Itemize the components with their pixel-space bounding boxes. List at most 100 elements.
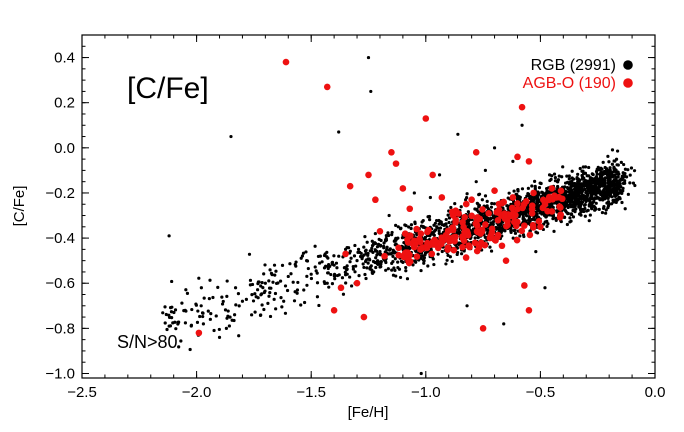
rgb-point bbox=[523, 219, 527, 223]
rgb-point bbox=[551, 214, 556, 218]
rgb-point bbox=[576, 172, 580, 176]
rgb-point bbox=[354, 264, 358, 268]
rgb-point bbox=[543, 286, 547, 290]
rgb-point bbox=[174, 327, 178, 331]
rgb-point bbox=[401, 260, 405, 264]
rgb-point bbox=[556, 184, 560, 189]
rgb-point bbox=[359, 251, 363, 256]
agb-o-point bbox=[514, 205, 521, 213]
rgb-point bbox=[177, 345, 181, 349]
rgb-point bbox=[419, 371, 423, 376]
agb-o-point bbox=[509, 194, 517, 201]
rgb-point bbox=[551, 217, 555, 221]
rgb-point bbox=[606, 196, 610, 201]
rgb-point bbox=[283, 311, 288, 315]
rgb-point bbox=[440, 222, 444, 227]
rgb-point bbox=[232, 318, 236, 323]
rgb-point bbox=[384, 233, 388, 238]
rgb-point bbox=[432, 223, 436, 227]
rgb-point bbox=[225, 294, 229, 298]
rgb-point bbox=[577, 202, 581, 207]
rgb-point bbox=[509, 230, 513, 235]
x-axis-title: [Fe/H] bbox=[348, 404, 389, 421]
agb-o-point bbox=[471, 239, 479, 247]
agb-o-point bbox=[444, 234, 452, 242]
rgb-point bbox=[477, 193, 481, 197]
rgb-point bbox=[606, 181, 610, 185]
rgb-point bbox=[393, 268, 397, 272]
rgb-point bbox=[437, 218, 441, 223]
rgb-point bbox=[415, 232, 419, 237]
rgb-point bbox=[263, 281, 267, 285]
agb-o-point bbox=[413, 225, 420, 233]
rgb-point bbox=[168, 306, 173, 310]
rgb-point bbox=[251, 299, 256, 303]
rgb-point bbox=[296, 280, 300, 285]
rgb-point bbox=[437, 229, 441, 233]
rgb-point bbox=[466, 219, 470, 223]
rgb-point bbox=[247, 252, 252, 256]
agb-o-point bbox=[346, 182, 354, 190]
rgb-point bbox=[244, 297, 249, 301]
rgb-point bbox=[623, 174, 627, 178]
rgb-point bbox=[345, 272, 349, 276]
rgb-point bbox=[309, 276, 314, 281]
agb-o-point bbox=[413, 253, 421, 260]
rgb-point bbox=[570, 212, 574, 216]
rgb-point bbox=[315, 295, 320, 299]
rgb-point bbox=[473, 236, 477, 240]
rgb-point bbox=[272, 263, 277, 267]
agb-o-point bbox=[461, 213, 468, 221]
rgb-point bbox=[491, 216, 496, 220]
agb-o-point bbox=[472, 149, 480, 156]
rgb-point bbox=[545, 189, 549, 193]
rgb-point bbox=[364, 248, 368, 252]
rgb-point bbox=[615, 149, 620, 153]
agb-o-point bbox=[556, 203, 563, 210]
rgb-point bbox=[475, 208, 479, 212]
rgb-point bbox=[379, 262, 383, 266]
rgb-point bbox=[211, 295, 215, 300]
agb-o-point bbox=[388, 149, 395, 156]
agb-o-point bbox=[437, 240, 445, 247]
rgb-point bbox=[582, 203, 587, 207]
rgb-point bbox=[348, 249, 352, 253]
rgb-point bbox=[567, 174, 571, 178]
rgb-point bbox=[618, 188, 622, 192]
rgb-point bbox=[270, 273, 274, 277]
y-tick-label: 0.2 bbox=[54, 95, 75, 112]
rgb-point bbox=[614, 189, 618, 193]
agb-o-point bbox=[537, 223, 544, 231]
rgb-point bbox=[632, 169, 637, 173]
rgb-point bbox=[333, 277, 337, 281]
rgb-point bbox=[496, 226, 500, 231]
rgb-point bbox=[569, 180, 573, 184]
agb-o-point bbox=[417, 244, 425, 252]
rgb-point bbox=[362, 245, 366, 249]
rgb-point bbox=[606, 154, 610, 158]
x-tick-label: −1.5 bbox=[296, 384, 326, 401]
rgb-point bbox=[402, 241, 406, 245]
rgb-point bbox=[552, 172, 557, 176]
rgb-point bbox=[253, 292, 257, 296]
rgb-point bbox=[617, 172, 621, 176]
rgb-point bbox=[435, 225, 439, 229]
rgb-point bbox=[516, 189, 520, 193]
rgb-point bbox=[534, 250, 538, 254]
rgb-point bbox=[272, 297, 276, 301]
rgb-point bbox=[369, 89, 373, 94]
rgb-point bbox=[266, 301, 270, 305]
rgb-point bbox=[194, 302, 198, 306]
agb-o-point bbox=[518, 103, 526, 111]
rgb-point bbox=[318, 261, 322, 265]
rgb-point bbox=[428, 195, 432, 200]
rgb-point bbox=[345, 268, 349, 272]
rgb-point bbox=[274, 307, 278, 311]
agb-o-point bbox=[494, 231, 502, 239]
rgb-point bbox=[628, 181, 632, 185]
rgb-point bbox=[602, 205, 606, 209]
rgb-point bbox=[323, 281, 327, 286]
rgb-point bbox=[560, 175, 564, 179]
rgb-point bbox=[567, 177, 571, 181]
